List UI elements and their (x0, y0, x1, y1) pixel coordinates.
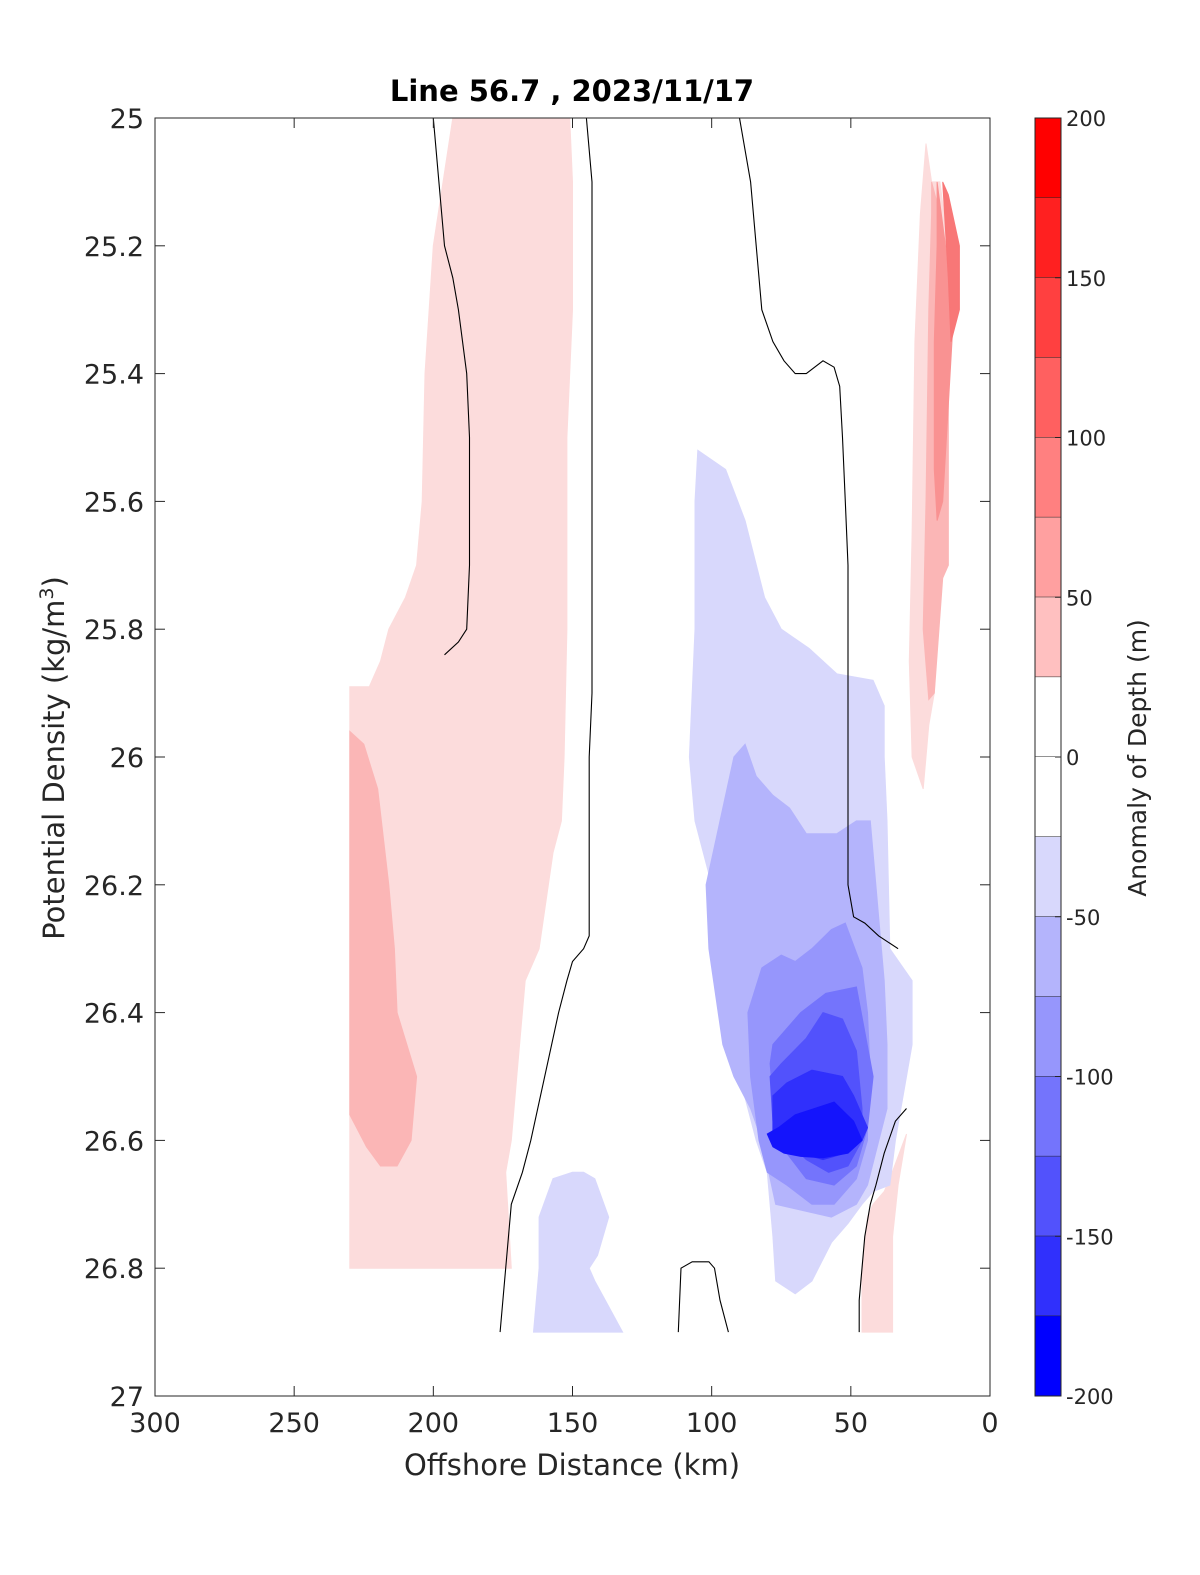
contour-region-13 (766, 1101, 863, 1159)
colorbar-level-3 (1035, 357, 1061, 438)
x-tick-label: 200 (408, 1408, 460, 1439)
colorbar-level-6 (1035, 597, 1061, 678)
contour-region-0 (349, 117, 573, 1269)
colorbar-tick-label: -150 (1066, 1225, 1114, 1249)
colorbar-ticks: 200 150 100 50 0 -50 -100 -150 -200 (1055, 107, 1114, 1409)
colorbar-level-0 (1035, 118, 1061, 198)
colorbar-levels (1035, 118, 1061, 1397)
y-axis-label-superscript: 3 (36, 587, 58, 599)
zero-contour-line-4 (677, 1261, 729, 1333)
colorbar-level-2 (1035, 277, 1061, 358)
y-tick-label: 26.8 (84, 1254, 144, 1285)
y-axis: 25 25.2 25.4 25.6 25.8 26 26.2 26.4 26.6 26.8 27 (84, 104, 990, 1413)
y-tick-label: 25.2 (84, 232, 144, 263)
colorbar-tick-label: -50 (1066, 906, 1100, 930)
colorbar-frame (1034, 117, 1062, 1397)
colorbar-level-4 (1035, 437, 1061, 518)
x-tick-label: 100 (686, 1408, 738, 1439)
colorbar-level-15 (1035, 1316, 1061, 1396)
zero-contour-line-3 (858, 1108, 907, 1333)
colorbar-level-11 (1035, 996, 1061, 1077)
zero-contour-layer (432, 117, 907, 1333)
colorbar-level-5 (1035, 517, 1061, 598)
colorbar-level-8 (1035, 757, 1061, 837)
y-tick-label: 26.2 (84, 871, 144, 902)
chart-title: Line 56.7 , 2023/11/17 (390, 74, 754, 108)
x-axis: 300 250 200 150 100 50 0 (129, 118, 999, 1439)
y-tick-label: 25.8 (84, 615, 144, 646)
colorbar-level-10 (1035, 916, 1061, 997)
y-tick-label: 25.6 (84, 487, 144, 518)
contour-fill-layer (349, 117, 960, 1333)
y-tick-label: 25 (110, 104, 144, 135)
colorbar-level-7 (1035, 677, 1061, 757)
colorbar-tick-label: -100 (1066, 1066, 1114, 1090)
y-tick-label: 25.4 (84, 360, 144, 391)
colorbar-level-9 (1035, 836, 1061, 917)
y-tick-label: 26.6 (84, 1126, 144, 1157)
plot-area (154, 117, 991, 1397)
colorbar-tick-label: 200 (1066, 107, 1106, 131)
contour-region-14 (532, 1171, 624, 1333)
colorbar-level-14 (1035, 1236, 1061, 1317)
contour-region-1 (349, 730, 418, 1167)
y-tick-label: 26 (110, 743, 144, 774)
colorbar-level-12 (1035, 1076, 1061, 1157)
zero-contour-line-1 (499, 117, 593, 1333)
colorbar-level-1 (1035, 197, 1061, 278)
colorbar-tick-label: -200 (1066, 1385, 1114, 1409)
colorbar-tick-label: 150 (1066, 267, 1106, 291)
x-tick-label: 150 (547, 1408, 599, 1439)
zero-contour-line-2 (738, 117, 899, 950)
y-axis-label-main: Potential Density (kg/m (37, 600, 71, 940)
x-tick-label: 250 (268, 1408, 320, 1439)
colorbar-level-13 (1035, 1156, 1061, 1237)
y-axis-label: Potential Density (kg/m3) (36, 576, 71, 940)
contour-region-5 (942, 181, 960, 342)
y-tick-label: 27 (110, 1382, 144, 1413)
colorbar-tick-label: 100 (1066, 427, 1106, 451)
x-tick-label: 50 (834, 1408, 868, 1439)
colorbar-tick-label: 50 (1066, 586, 1093, 610)
colorbar-label: Anomaly of Depth (m) (1123, 619, 1152, 897)
x-axis-label: Offshore Distance (km) (404, 1448, 740, 1482)
zero-contour-line-0 (432, 117, 471, 656)
y-axis-label-close: ) (37, 576, 71, 587)
y-tick-label: 26.4 (84, 999, 144, 1030)
colorbar: 200 150 100 50 0 -50 -100 -150 -200 (1034, 107, 1114, 1409)
colorbar-tick-label: 0 (1066, 746, 1079, 770)
x-tick-label: 0 (981, 1408, 998, 1439)
x-tick-label: 300 (129, 1408, 181, 1439)
